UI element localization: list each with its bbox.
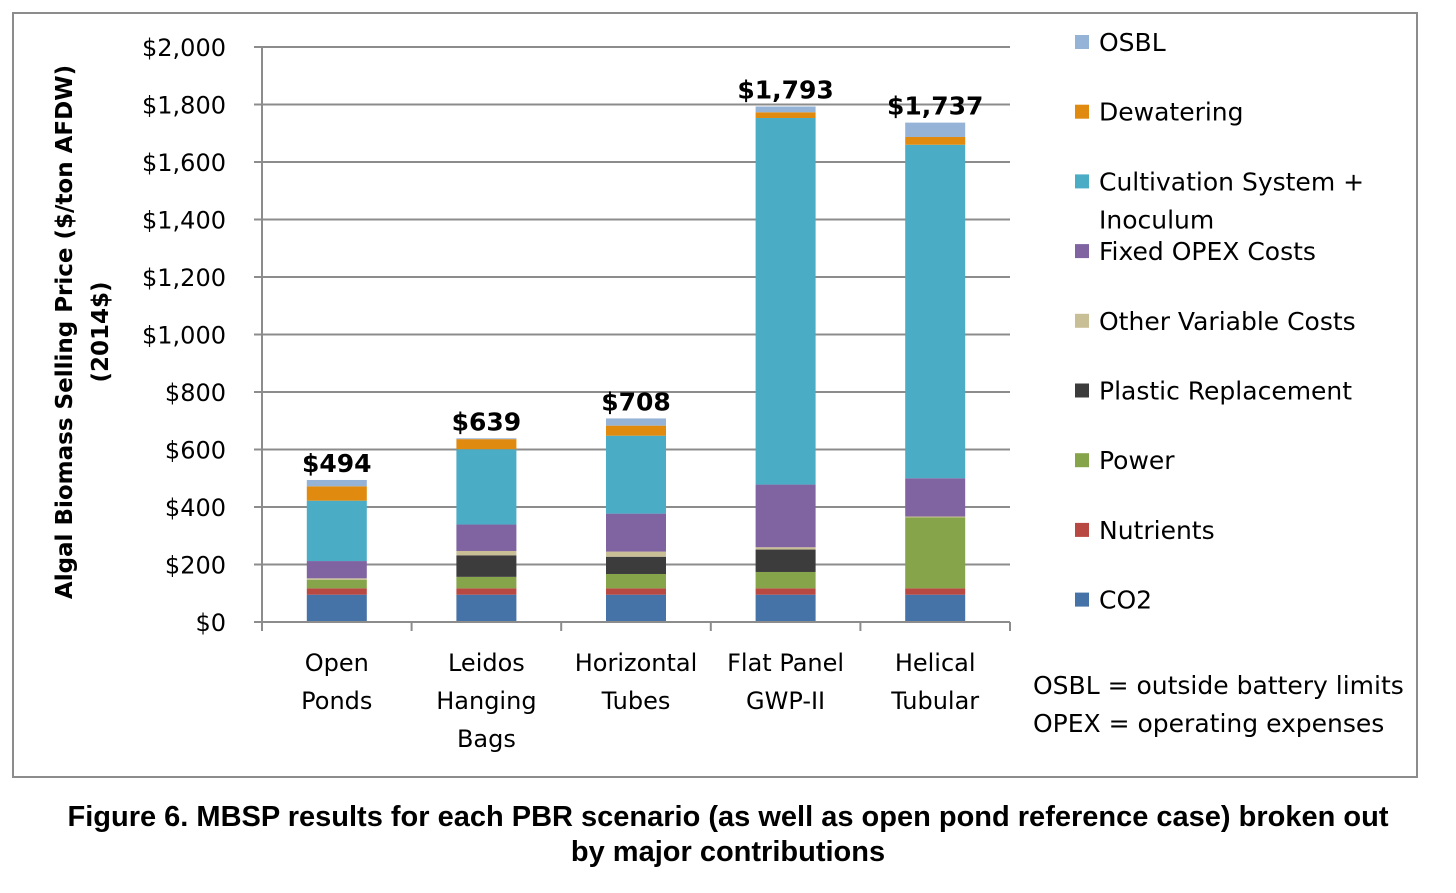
legend-swatch bbox=[1075, 522, 1089, 537]
bar-segment bbox=[456, 438, 517, 440]
bar-segment bbox=[606, 588, 666, 595]
bar-segment bbox=[606, 418, 666, 426]
bar-segment bbox=[755, 594, 816, 622]
x-category-label: Open bbox=[305, 649, 369, 677]
bar-segment bbox=[606, 513, 666, 552]
bar-segment bbox=[905, 144, 966, 479]
bar-segment bbox=[306, 594, 367, 622]
bar-segment bbox=[456, 588, 517, 595]
legend-label: Fixed OPEX Costs bbox=[1099, 237, 1316, 266]
bar-segment bbox=[755, 588, 816, 595]
bar-segment bbox=[306, 588, 367, 595]
bar-segment bbox=[905, 588, 966, 595]
legend-label: Inoculum bbox=[1099, 205, 1214, 234]
legend-label: Nutrients bbox=[1099, 516, 1215, 545]
bar-segment bbox=[755, 106, 816, 113]
y-tick-label: $0 bbox=[195, 609, 226, 637]
bar-segment bbox=[606, 594, 666, 622]
legend-swatch bbox=[1075, 174, 1089, 189]
legend-label: Dewatering bbox=[1099, 98, 1244, 127]
x-category-label: Helical bbox=[895, 649, 976, 677]
bar-segment bbox=[606, 435, 666, 514]
x-category-label: GWP-II bbox=[746, 687, 825, 715]
x-category-label: Hanging bbox=[436, 687, 536, 715]
caption-line-1: Figure 6. MBSP results for each PBR scen… bbox=[67, 801, 1389, 833]
y-tick-label: $1,600 bbox=[142, 149, 226, 177]
bar-segment bbox=[755, 549, 816, 572]
caption-line-2: by major contributions bbox=[570, 836, 886, 868]
bar-total-label: $1,793 bbox=[737, 76, 833, 105]
bar-segment bbox=[755, 547, 816, 550]
bar-segment bbox=[905, 136, 966, 145]
y-axis-title-line-2: (2014$) bbox=[88, 281, 114, 382]
bar-segment bbox=[606, 573, 666, 589]
x-category-label: Tubes bbox=[601, 687, 671, 715]
bar-segment bbox=[606, 425, 666, 436]
figure-caption: Figure 6. MBSP results for each PBR scen… bbox=[0, 800, 1456, 870]
legend-label: OSBL bbox=[1099, 28, 1166, 57]
legend-label: Other Variable Costs bbox=[1099, 307, 1356, 336]
y-axis-title: Algal Biomass Selling Price ($/ton AFDW) bbox=[52, 65, 78, 599]
legend-label: Cultivation System + bbox=[1099, 167, 1364, 196]
legend-swatch bbox=[1075, 35, 1089, 49]
x-category-label: Ponds bbox=[301, 687, 372, 715]
bar-segment bbox=[456, 576, 517, 589]
x-category-label: Leidos bbox=[448, 649, 525, 677]
bar-total-label: $708 bbox=[601, 387, 671, 416]
x-category-label: Tubular bbox=[890, 687, 979, 715]
legend-swatch bbox=[1075, 244, 1089, 259]
bar-segment bbox=[606, 551, 666, 557]
bar-segment bbox=[905, 122, 966, 137]
y-tick-label: $600 bbox=[165, 437, 226, 465]
bar-segment bbox=[456, 449, 517, 525]
y-tick-label: $1,400 bbox=[142, 207, 226, 235]
legend-label: Plastic Replacement bbox=[1099, 377, 1352, 406]
x-category-label: Flat Panel bbox=[727, 649, 844, 677]
bar-segment bbox=[905, 594, 966, 622]
bar-segment bbox=[306, 500, 367, 562]
bar-segment bbox=[755, 484, 816, 548]
legend-swatch bbox=[1075, 453, 1089, 468]
bar-segment bbox=[606, 556, 666, 574]
bar-segment bbox=[306, 578, 367, 580]
legend-label: Power bbox=[1099, 446, 1175, 475]
y-tick-label: $1,800 bbox=[142, 92, 226, 120]
bar-segment bbox=[456, 550, 517, 556]
bar-total-label: $639 bbox=[452, 407, 522, 436]
bar-total-label: $494 bbox=[302, 449, 372, 478]
legend-swatch bbox=[1075, 383, 1089, 398]
bar-total-label: $1,737 bbox=[887, 92, 983, 121]
bar-segment bbox=[456, 524, 517, 551]
legend-swatch bbox=[1075, 592, 1089, 607]
bar-segment bbox=[456, 439, 517, 450]
x-category-label: Bags bbox=[457, 725, 516, 753]
bar-segment bbox=[905, 516, 966, 518]
chart-frame bbox=[12, 12, 1418, 778]
bar-segment bbox=[456, 555, 517, 577]
bar-segment bbox=[905, 517, 966, 589]
y-tick-label: $200 bbox=[165, 552, 226, 580]
legend-swatch bbox=[1075, 104, 1089, 119]
bar-segment bbox=[755, 571, 816, 589]
bar-segment bbox=[306, 579, 367, 589]
y-tick-label: $800 bbox=[165, 379, 226, 407]
abbreviation-note: OSBL = outside battery limits bbox=[1033, 671, 1404, 700]
legend-label: CO2 bbox=[1099, 586, 1152, 615]
bar-segment bbox=[905, 478, 966, 517]
bar-segment bbox=[306, 486, 367, 501]
bar-segment bbox=[306, 561, 367, 579]
bar-segment bbox=[755, 118, 816, 485]
y-tick-label: $1,200 bbox=[142, 264, 226, 292]
bar-segment bbox=[456, 594, 517, 622]
abbreviation-note: OPEX = operating expenses bbox=[1033, 709, 1384, 738]
x-category-label: Horizontal bbox=[575, 649, 698, 677]
bar-segment bbox=[306, 479, 367, 487]
y-tick-label: $400 bbox=[165, 494, 226, 522]
bar-segment bbox=[755, 112, 816, 119]
y-tick-label: $2,000 bbox=[142, 34, 226, 62]
legend-swatch bbox=[1075, 313, 1089, 328]
y-tick-label: $1,000 bbox=[142, 322, 226, 350]
